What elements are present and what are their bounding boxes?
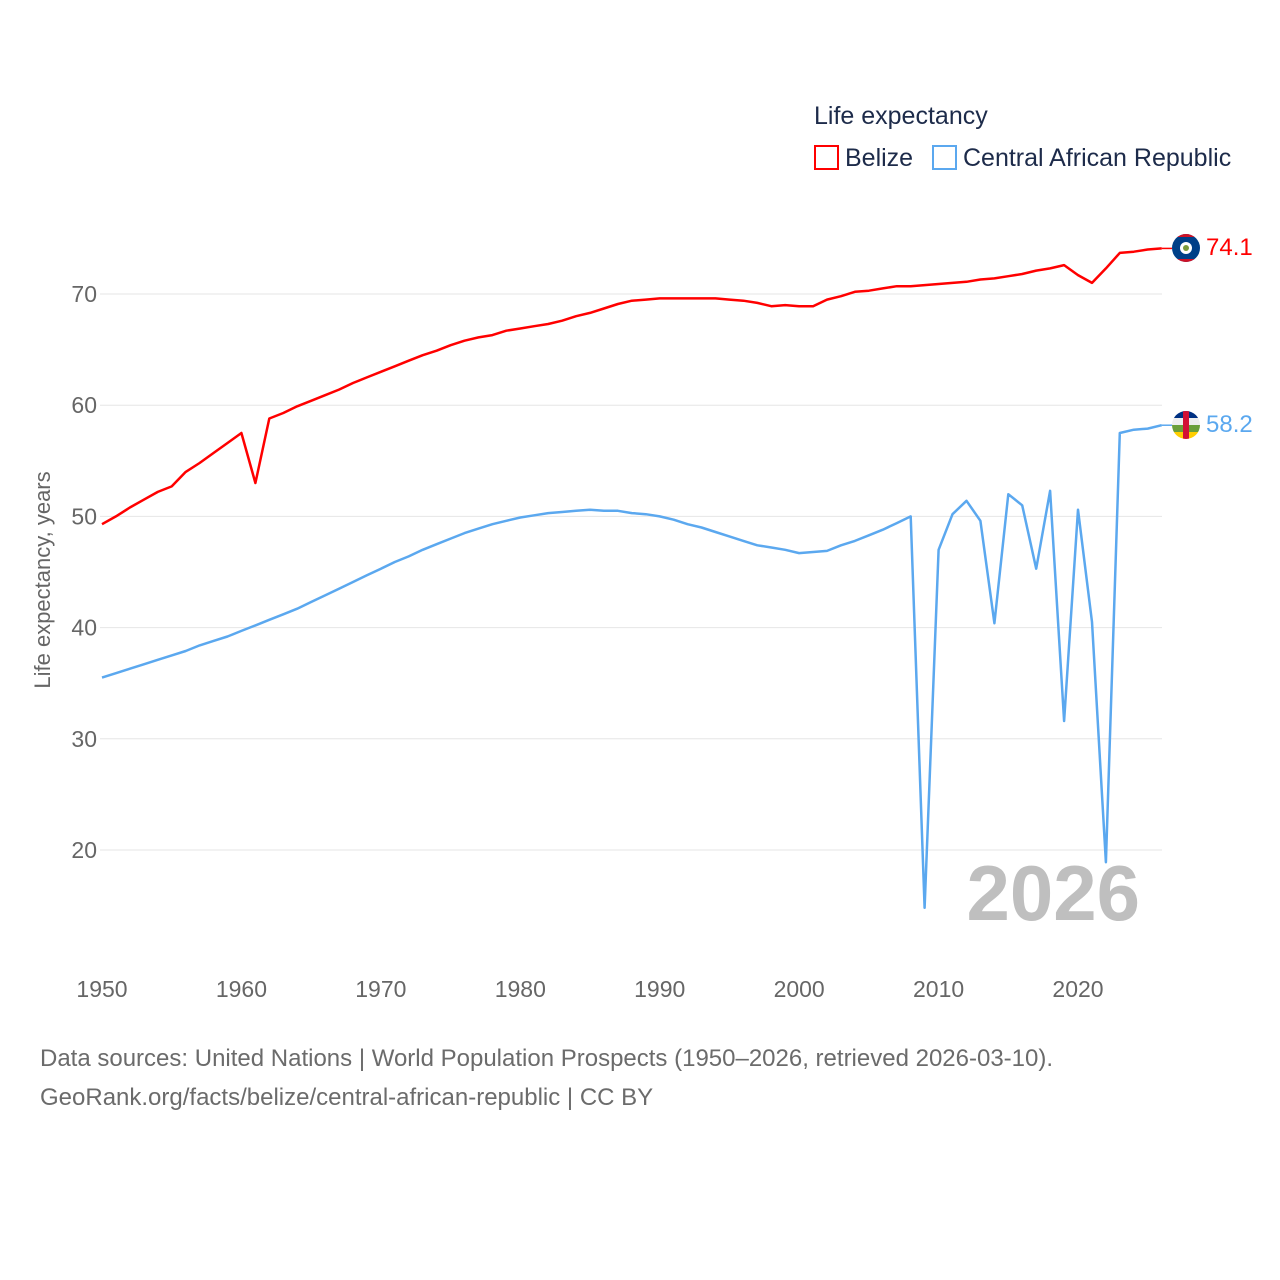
belize-flag-icon [1172, 234, 1200, 262]
y-tick-label: 30 [71, 726, 97, 752]
legend-title: Life expectancy [814, 102, 988, 130]
source-line-1: Data sources: United Nations | World Pop… [40, 1045, 1054, 1072]
legend-swatch-car [932, 145, 957, 170]
y-tick-label: 70 [71, 281, 97, 307]
x-tick-label: 1950 [76, 976, 127, 1002]
x-tick-label: 1980 [495, 976, 546, 1002]
year-watermark: 2026 [966, 849, 1140, 937]
legend-item-car[interactable]: Central African Republic [932, 144, 1231, 172]
x-tick-label: 2020 [1052, 976, 1103, 1002]
line-chart: 20 30 40 50 60 70 1950 1960 1970 1980 1990 2000 201… [30, 102, 1253, 1002]
x-tick-label: 2010 [913, 976, 964, 1002]
legend-swatch-belize [814, 145, 839, 170]
legend-label-belize: Belize [845, 144, 913, 172]
car-flag-icon [1172, 411, 1200, 439]
end-label-car: 58.2 [1206, 411, 1253, 438]
series-line-car [101, 423, 1162, 910]
legend-label-car: Central African Republic [963, 144, 1231, 172]
source-line-2[interactable]: GeoRank.org/facts/belize/central-african… [40, 1084, 654, 1111]
legend-item-belize[interactable]: Belize [814, 144, 913, 172]
y-tick-label: 50 [71, 503, 97, 529]
y-axis-label: Life expectancy, years [30, 471, 55, 688]
series-line-belize [101, 247, 1162, 526]
y-tick-label: 40 [71, 615, 97, 641]
x-tick-label: 2000 [774, 976, 825, 1002]
y-tick-label: 60 [71, 392, 97, 418]
x-tick-label: 1990 [634, 976, 685, 1002]
x-tick-label: 1970 [355, 976, 406, 1002]
end-label-belize: 74.1 [1206, 234, 1253, 261]
x-tick-label: 1960 [216, 976, 267, 1002]
y-tick-label: 20 [71, 837, 97, 863]
